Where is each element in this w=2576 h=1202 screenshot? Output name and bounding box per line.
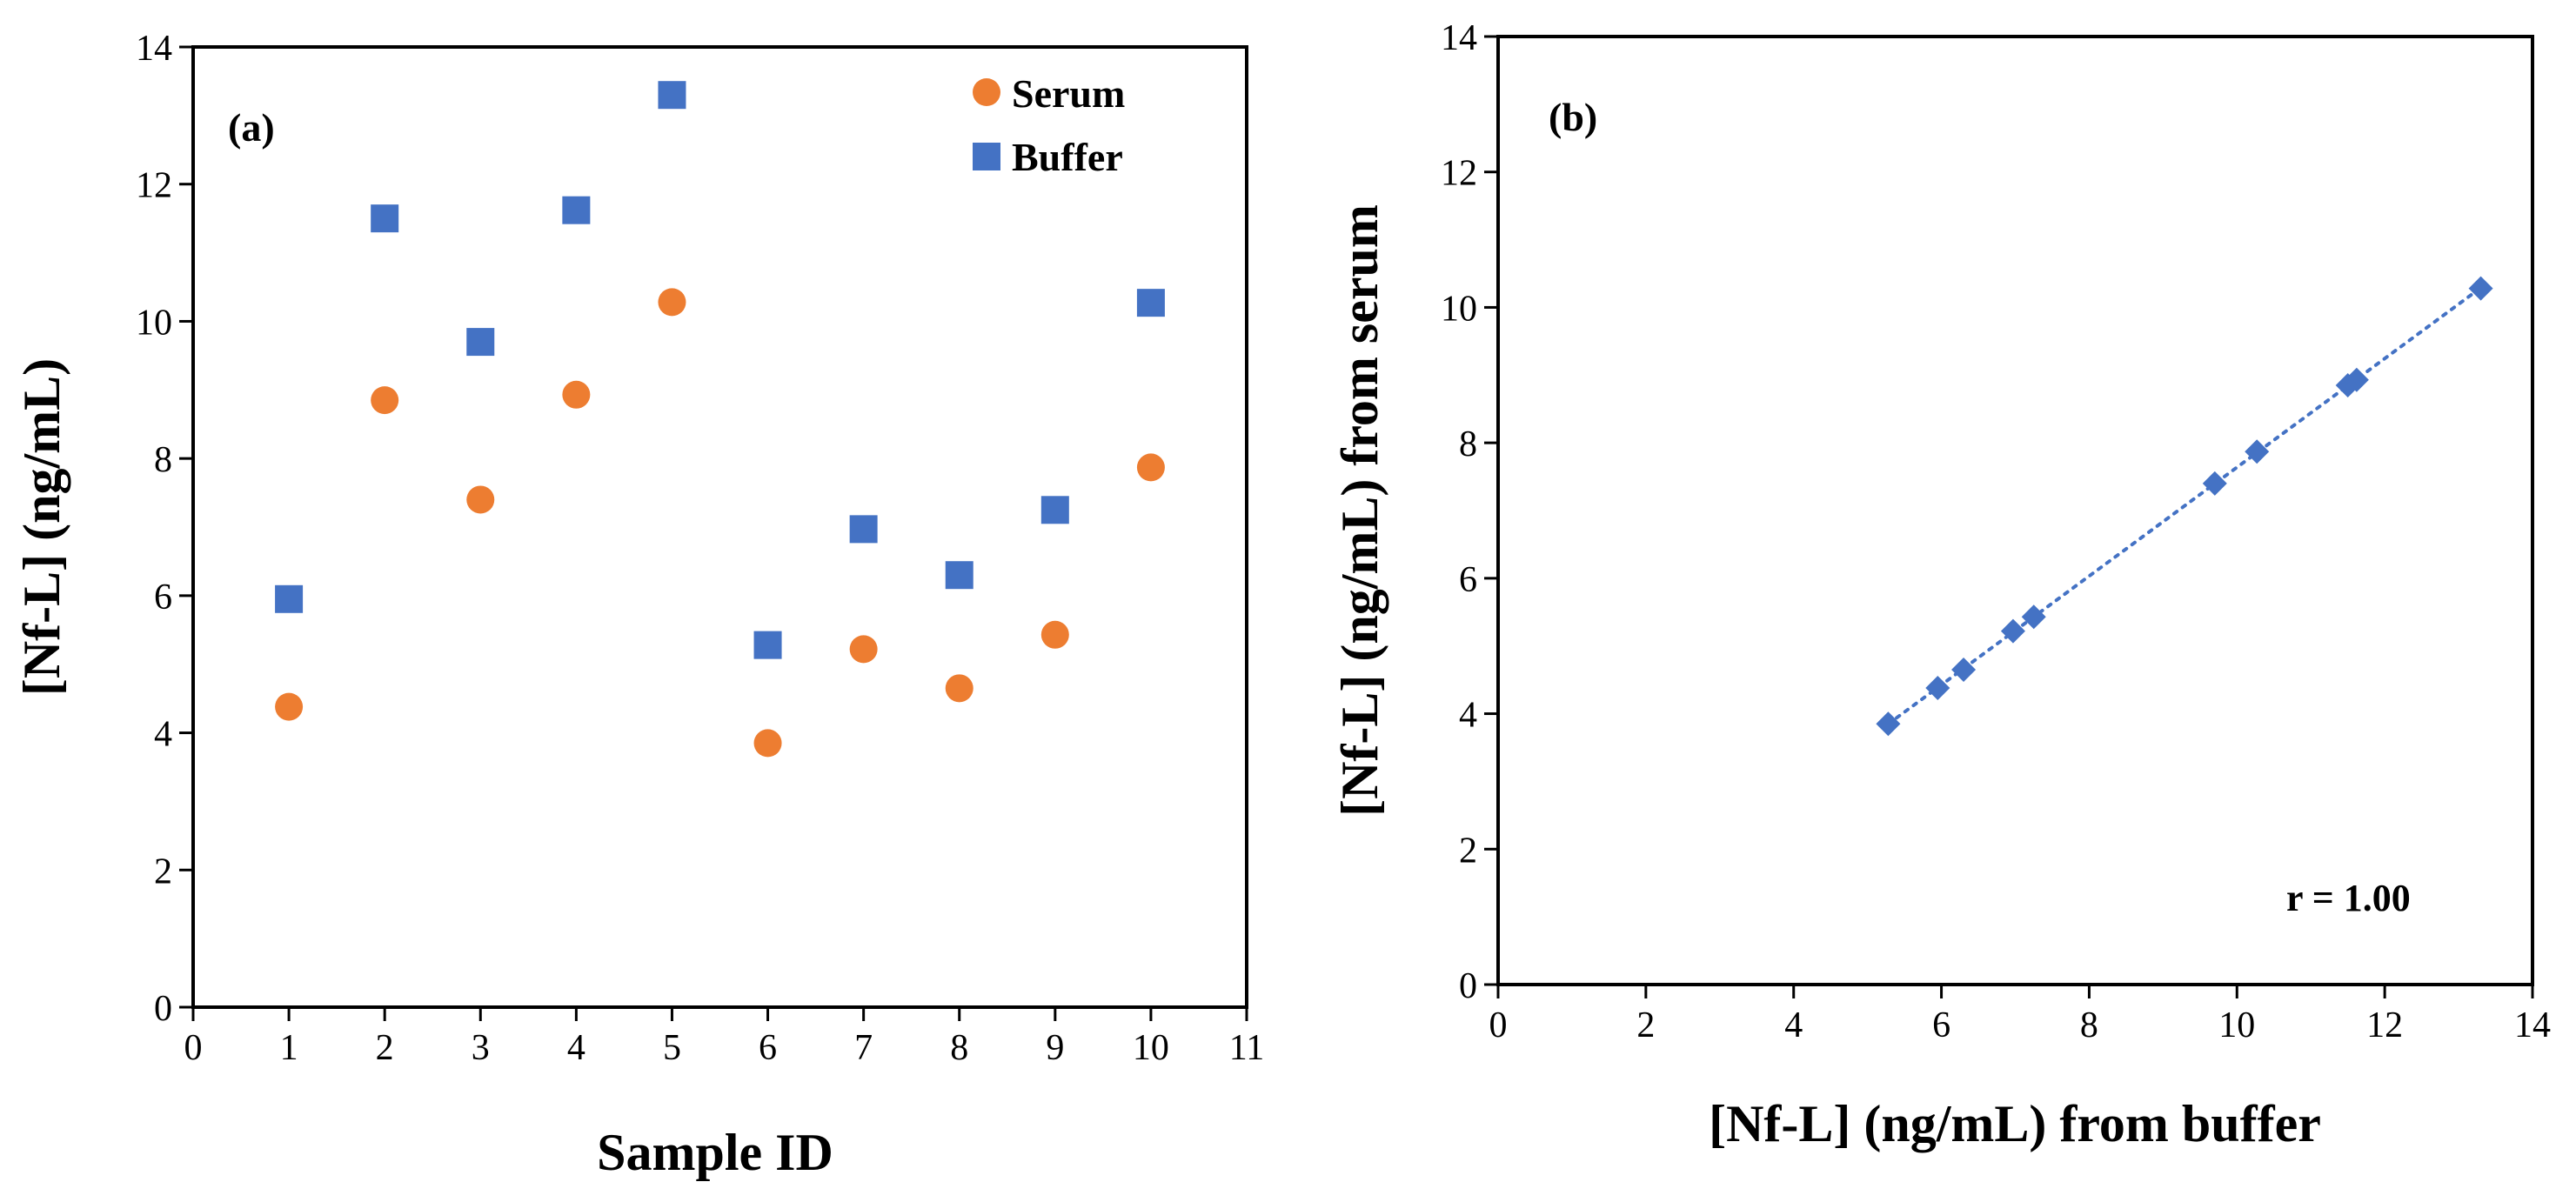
chart-b-y-axis-title: [Nf-L] (ng/mL) from serum <box>1331 204 1388 817</box>
chart-a-y-tick-label: 0 <box>154 989 172 1029</box>
chart-a-frame <box>191 45 1248 1009</box>
chart-b-x-tick-label: 2 <box>1636 1005 1655 1045</box>
chart-b-correlation-label: r = 1.00 <box>2286 877 2411 919</box>
chart-a-x-tick-label: 0 <box>184 1028 203 1068</box>
legend-serum-marker <box>973 78 1000 106</box>
chart-a-point-serum <box>562 380 591 409</box>
chart-b-frame <box>1496 35 2534 986</box>
chart-b-point-serum-vs-buffer <box>1951 657 1977 682</box>
chart-b-point-serum-vs-buffer <box>2468 276 2493 301</box>
chart-b-x-tick-label: 6 <box>1932 1005 1950 1045</box>
chart-b-y-tick-label: 4 <box>1459 696 1477 736</box>
chart-a-point-serum <box>1136 453 1165 482</box>
chart-b-point-serum-vs-buffer <box>2021 604 2046 630</box>
chart-a-y-tick-label: 6 <box>154 578 172 618</box>
chart-b: 0 2 4 6 8 10 12 14 0 2 4 6 8 10 12 14 (b) r = 1.00 [Nf-… <box>1331 18 2551 1152</box>
chart-a-point-serum <box>753 729 782 758</box>
chart-b-y-tick-label: 12 <box>1441 154 1477 194</box>
chart-a-y-tick-label: 4 <box>154 715 172 755</box>
chart-a-x-axis-title: Sample ID <box>597 1124 833 1181</box>
chart-a-y-tick-label: 8 <box>154 440 172 480</box>
chart-b-point-serum-vs-buffer <box>2000 618 2025 644</box>
chart-a-point-serum <box>945 674 974 703</box>
chart-a-point-serum <box>658 288 686 317</box>
chart-b-point-serum-vs-buffer <box>2202 471 2227 496</box>
chart-b-x-tick-label: 0 <box>1489 1005 1508 1045</box>
chart-a-marks <box>275 81 1165 758</box>
chart-b-y-tick-label: 2 <box>1459 831 1477 871</box>
chart-a-y-tick-label: 10 <box>136 303 172 343</box>
chart-a-legend: Serum Buffer <box>973 71 1125 179</box>
chart-a-point-buffer <box>658 81 686 110</box>
chart-a-y-tick-label: 14 <box>136 29 172 69</box>
chart-b-y-tick-label: 14 <box>1441 18 1477 58</box>
chart-b-panel-label: (b) <box>1549 95 1597 139</box>
chart-a-point-serum <box>371 386 399 415</box>
chart-b-point-serum-vs-buffer <box>1925 675 1950 700</box>
chart-a-y-axis-title: [Nf-L] (ng/mL) <box>13 358 70 696</box>
chart-a-point-serum <box>1040 620 1069 649</box>
chart-a-x-tick-label: 10 <box>1133 1028 1169 1068</box>
chart-b-y-tick-label: 8 <box>1459 424 1477 464</box>
chart-a-point-buffer <box>275 584 304 613</box>
chart-b-x-tick-label: 14 <box>2514 1005 2551 1045</box>
chart-b-y-tick-label: 6 <box>1459 560 1477 600</box>
chart-a-point-buffer <box>1040 496 1069 524</box>
chart-a-x-tick-label: 11 <box>1229 1028 1264 1068</box>
chart-a-point-buffer <box>849 515 878 544</box>
chart-b-point-serum-vs-buffer <box>2245 439 2270 464</box>
legend-buffer-marker <box>973 143 1000 170</box>
chart-a-point-buffer <box>1136 289 1165 317</box>
legend-buffer-label: Buffer <box>1012 135 1123 179</box>
chart-b-x-tick-label: 10 <box>2218 1005 2255 1045</box>
chart-b-ticks: 0 2 4 6 8 10 12 14 0 2 4 6 8 10 12 14 <box>1441 18 2551 1045</box>
chart-a-y-tick-label: 12 <box>136 166 172 206</box>
chart-a-x-tick-label: 3 <box>472 1028 490 1068</box>
chart-b-trendline <box>1886 285 2483 726</box>
chart-a-x-tick-label: 6 <box>759 1028 777 1068</box>
chart-a-x-tick-label: 9 <box>1046 1028 1064 1068</box>
chart-b-y-tick-label: 10 <box>1441 289 1477 329</box>
chart-b-marks <box>1876 276 2493 737</box>
chart-a-point-buffer <box>466 328 495 357</box>
chart-b-y-tick-label: 0 <box>1459 966 1477 1006</box>
chart-a-x-tick-label: 8 <box>950 1028 968 1068</box>
chart-b-point-serum-vs-buffer <box>2344 367 2369 392</box>
chart-a-panel-label: (a) <box>228 105 275 150</box>
chart-a-x-tick-label: 2 <box>376 1028 394 1068</box>
chart-a-x-tick-label: 1 <box>280 1028 298 1068</box>
chart-a-point-buffer <box>371 204 399 233</box>
chart-b-x-tick-label: 12 <box>2366 1005 2403 1045</box>
chart-b-x-axis-title: [Nf-L] (ng/mL) from buffer <box>1709 1095 2321 1152</box>
chart-a-y-tick-label: 2 <box>154 851 172 891</box>
chart-b-x-tick-label: 4 <box>1784 1005 1803 1045</box>
legend-serum-label: Serum <box>1012 71 1125 116</box>
chart-a-point-serum <box>849 635 878 664</box>
chart-b-x-tick-label: 8 <box>2080 1005 2098 1045</box>
chart-a-point-buffer <box>945 561 974 590</box>
chart-b-point-serum-vs-buffer <box>1876 711 1901 737</box>
chart-a-x-tick-label: 7 <box>854 1028 873 1068</box>
chart-a-point-buffer <box>753 631 782 659</box>
chart-a-x-tick-label: 4 <box>567 1028 585 1068</box>
chart-a-point-serum <box>466 485 495 514</box>
chart-a-point-serum <box>275 692 304 721</box>
chart-a-x-tick-label: 5 <box>663 1028 681 1068</box>
chart-a-point-buffer <box>562 196 591 224</box>
